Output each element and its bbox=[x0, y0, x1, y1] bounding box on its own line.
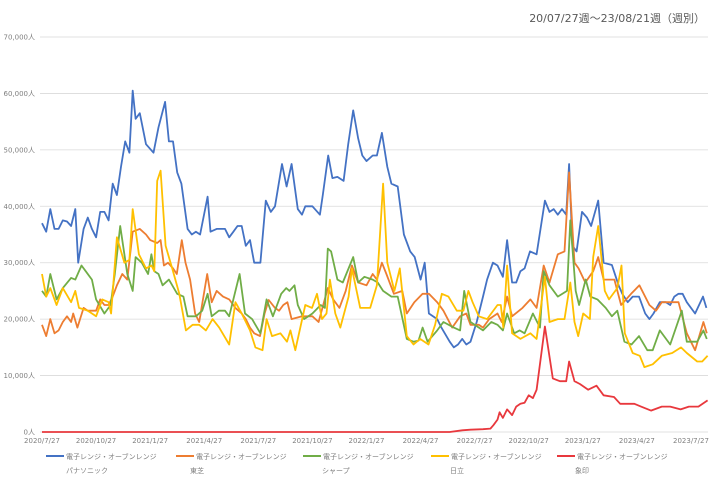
legend-maker: 日立 bbox=[450, 466, 464, 475]
x-tick-label: 2023/1/27 bbox=[565, 437, 601, 445]
legend-maker: シャープ bbox=[322, 467, 350, 475]
gridlines bbox=[40, 36, 708, 433]
x-tick-label: 2021/7/27 bbox=[240, 437, 276, 445]
x-tick-label: 2020/7/27 bbox=[24, 437, 60, 445]
y-tick-label: 50,000人 bbox=[4, 146, 36, 154]
y-tick-label: 30,000人 bbox=[4, 259, 36, 267]
legend-label: 電子レンジ・オーブンレンジ bbox=[66, 452, 157, 461]
y-tick-label: 70,000人 bbox=[4, 34, 36, 42]
x-tick-label: 2022/1/27 bbox=[349, 437, 385, 445]
x-tick-label: 2021/10/27 bbox=[292, 437, 332, 445]
y-tick-label: 20,000人 bbox=[4, 316, 36, 324]
y-tick-label: 10,000人 bbox=[4, 372, 36, 380]
series-line-0 bbox=[41, 89, 708, 349]
y-tick-label: 0人 bbox=[24, 429, 35, 437]
y-axis-labels: 0人 10,000人 20,000人 30,000人 40,000人 50,000人 60,… bbox=[4, 34, 36, 437]
legend: 電子レンジ・オーブンレンジパナソニック電子レンジ・オーブンレンジ東芝電子レンジ・… bbox=[46, 452, 668, 475]
x-tick-label: 2020/10/27 bbox=[76, 437, 116, 445]
x-tick-label: 2022/7/27 bbox=[457, 437, 493, 445]
y-tick-label: 60,000人 bbox=[4, 90, 36, 98]
y-tick-label: 40,000人 bbox=[4, 203, 36, 211]
legend-label: 電子レンジ・オーブンレンジ bbox=[577, 452, 668, 461]
series-lines bbox=[41, 89, 709, 433]
series-line-2 bbox=[41, 219, 708, 352]
x-tick-label: 2022/10/27 bbox=[509, 437, 549, 445]
x-axis-labels: 2020/7/27 2020/10/27 2021/1/27 2021/4/27 202… bbox=[24, 437, 709, 445]
legend-label: 電子レンジ・オーブンレンジ bbox=[196, 452, 287, 461]
x-tick-label: 2023/4/27 bbox=[619, 437, 655, 445]
series-line-4 bbox=[42, 325, 709, 433]
legend-maker: パナソニック bbox=[66, 467, 108, 475]
x-tick-label: 2021/1/27 bbox=[132, 437, 168, 445]
series-line-3 bbox=[41, 169, 709, 369]
x-tick-label: 2021/4/27 bbox=[186, 437, 222, 445]
x-tick-label: 2023/7/27 bbox=[673, 437, 709, 445]
legend-label: 電子レンジ・オーブンレンジ bbox=[323, 452, 414, 461]
x-tick-label: 2022/4/27 bbox=[403, 437, 439, 445]
series-line-1 bbox=[41, 171, 708, 352]
legend-label: 電子レンジ・オーブンレンジ bbox=[451, 452, 542, 461]
legend-maker: 象印 bbox=[575, 466, 589, 475]
legend-maker: 東芝 bbox=[190, 466, 204, 475]
chart-title: 20/07/27週〜23/08/21週（週別） bbox=[529, 12, 705, 25]
